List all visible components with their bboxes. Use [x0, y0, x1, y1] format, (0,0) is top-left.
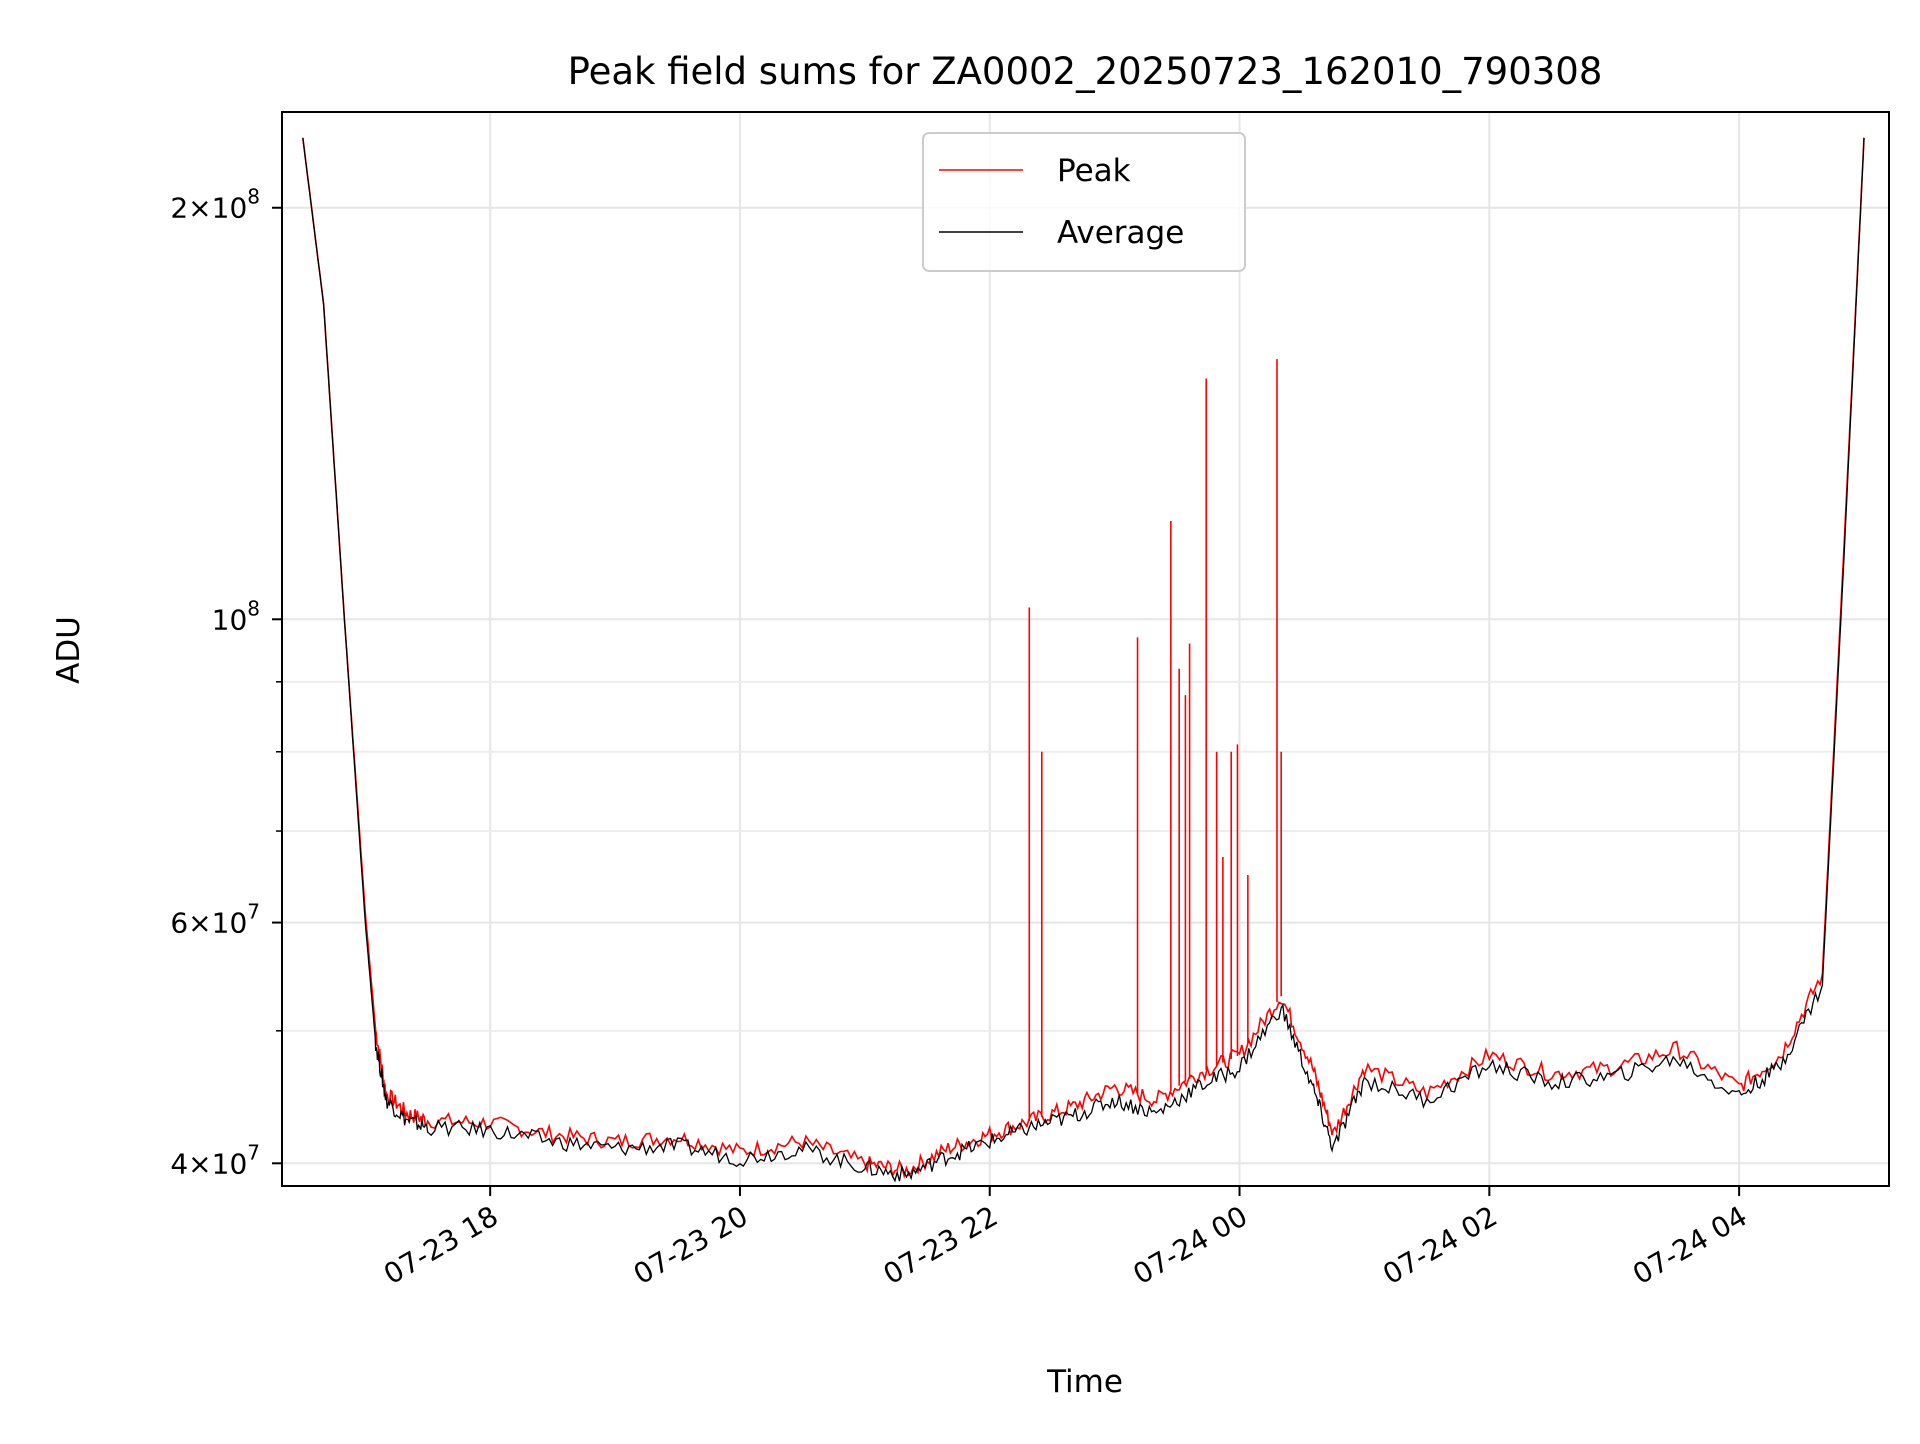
y-tick-label: 4×107	[170, 1140, 260, 1180]
legend-label-peak: Peak	[1057, 153, 1131, 189]
series-line-peak	[302, 137, 1865, 1180]
y-tick-label: 2×108	[170, 185, 260, 225]
series-line-average	[302, 137, 1865, 1183]
legend-label-average: Average	[1057, 215, 1184, 251]
grid	[282, 112, 1889, 1186]
y-axis-label: ADU	[51, 616, 87, 684]
y-tick-label: 6×107	[170, 900, 260, 940]
x-axis-label: Time	[1046, 1364, 1123, 1400]
legend-box	[922, 132, 1246, 272]
y-tick-label: 108	[212, 596, 260, 636]
series-lines	[302, 137, 1865, 1183]
legend: Peak Average	[922, 132, 1246, 272]
plot-frame	[281, 111, 1890, 1187]
chart-title: Peak field sums for ZA0002_20250723_1620…	[568, 50, 1603, 93]
